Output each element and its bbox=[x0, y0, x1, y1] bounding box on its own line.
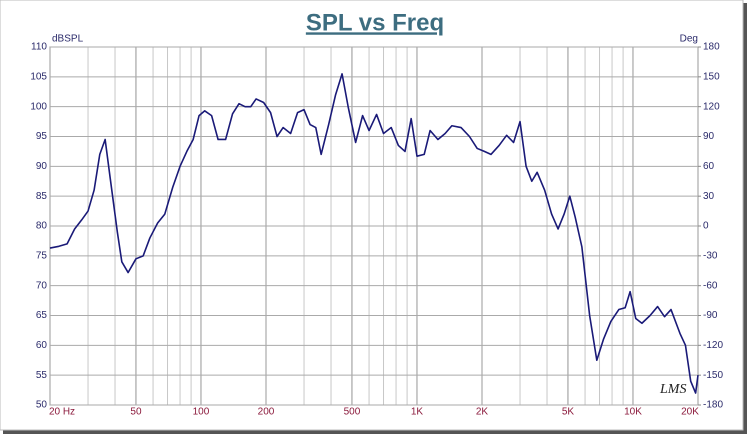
y2-tick-label: -30 bbox=[703, 250, 718, 261]
x-tick-label: 10K bbox=[624, 407, 642, 418]
y-tick-label: 85 bbox=[36, 191, 48, 202]
y-tick-label: 75 bbox=[36, 250, 48, 261]
x-tick-label: 1K bbox=[411, 407, 424, 418]
y-tick-label: 80 bbox=[36, 221, 48, 232]
y2-tick-label: 90 bbox=[703, 131, 715, 142]
spl-line bbox=[49, 73, 699, 394]
y-tick-label: 110 bbox=[31, 42, 47, 53]
y2-tick-label: 60 bbox=[703, 161, 715, 172]
chart-title: SPL vs Freq bbox=[306, 9, 444, 36]
y2-tick-label: 150 bbox=[703, 71, 720, 82]
y2-tick-label: 0 bbox=[703, 221, 709, 232]
x-tick-label: 50 bbox=[130, 407, 142, 418]
y-tick-label: 90 bbox=[36, 161, 48, 172]
x-tick-label: 100 bbox=[193, 407, 210, 418]
y-tick-label: 55 bbox=[36, 370, 48, 381]
y2-axis-label: Deg bbox=[680, 34, 698, 45]
y2-tick-label: -180 bbox=[703, 400, 723, 411]
y-tick-label: 60 bbox=[36, 340, 48, 351]
y2-tick-label: -90 bbox=[703, 310, 718, 321]
y-tick-label: 70 bbox=[36, 280, 48, 291]
y-tick-label: 105 bbox=[30, 71, 47, 82]
x-tick-label: 20K bbox=[681, 407, 699, 418]
y2-tick-label: -60 bbox=[703, 280, 718, 291]
y-tick-label: 95 bbox=[36, 131, 48, 142]
y-tick-label: 50 bbox=[36, 400, 48, 411]
x-tick-label: 20 Hz bbox=[49, 407, 75, 418]
y-tick-label: 100 bbox=[30, 101, 47, 112]
y-tick-label: 65 bbox=[36, 310, 48, 321]
x-tick-label: 500 bbox=[344, 407, 361, 418]
y2-tick-label: 180 bbox=[703, 42, 720, 53]
x-tick-label: 200 bbox=[258, 407, 275, 418]
y2-tick-label: -120 bbox=[703, 340, 723, 351]
x-tick-label: 2K bbox=[476, 407, 489, 418]
x-tick-label: 5K bbox=[562, 407, 575, 418]
watermark: LMS bbox=[659, 382, 686, 397]
y-axis-label: dBSPL bbox=[52, 34, 84, 45]
y2-tick-label: 120 bbox=[703, 101, 720, 112]
y2-tick-label: 30 bbox=[703, 191, 715, 202]
y2-tick-label: -150 bbox=[703, 370, 723, 381]
